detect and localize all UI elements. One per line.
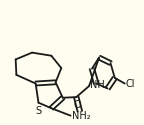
Text: NH₂: NH₂ [72,111,91,121]
Text: Cl: Cl [125,78,135,88]
Text: S: S [35,106,42,116]
Text: O: O [73,100,81,110]
Text: NH: NH [90,80,105,90]
